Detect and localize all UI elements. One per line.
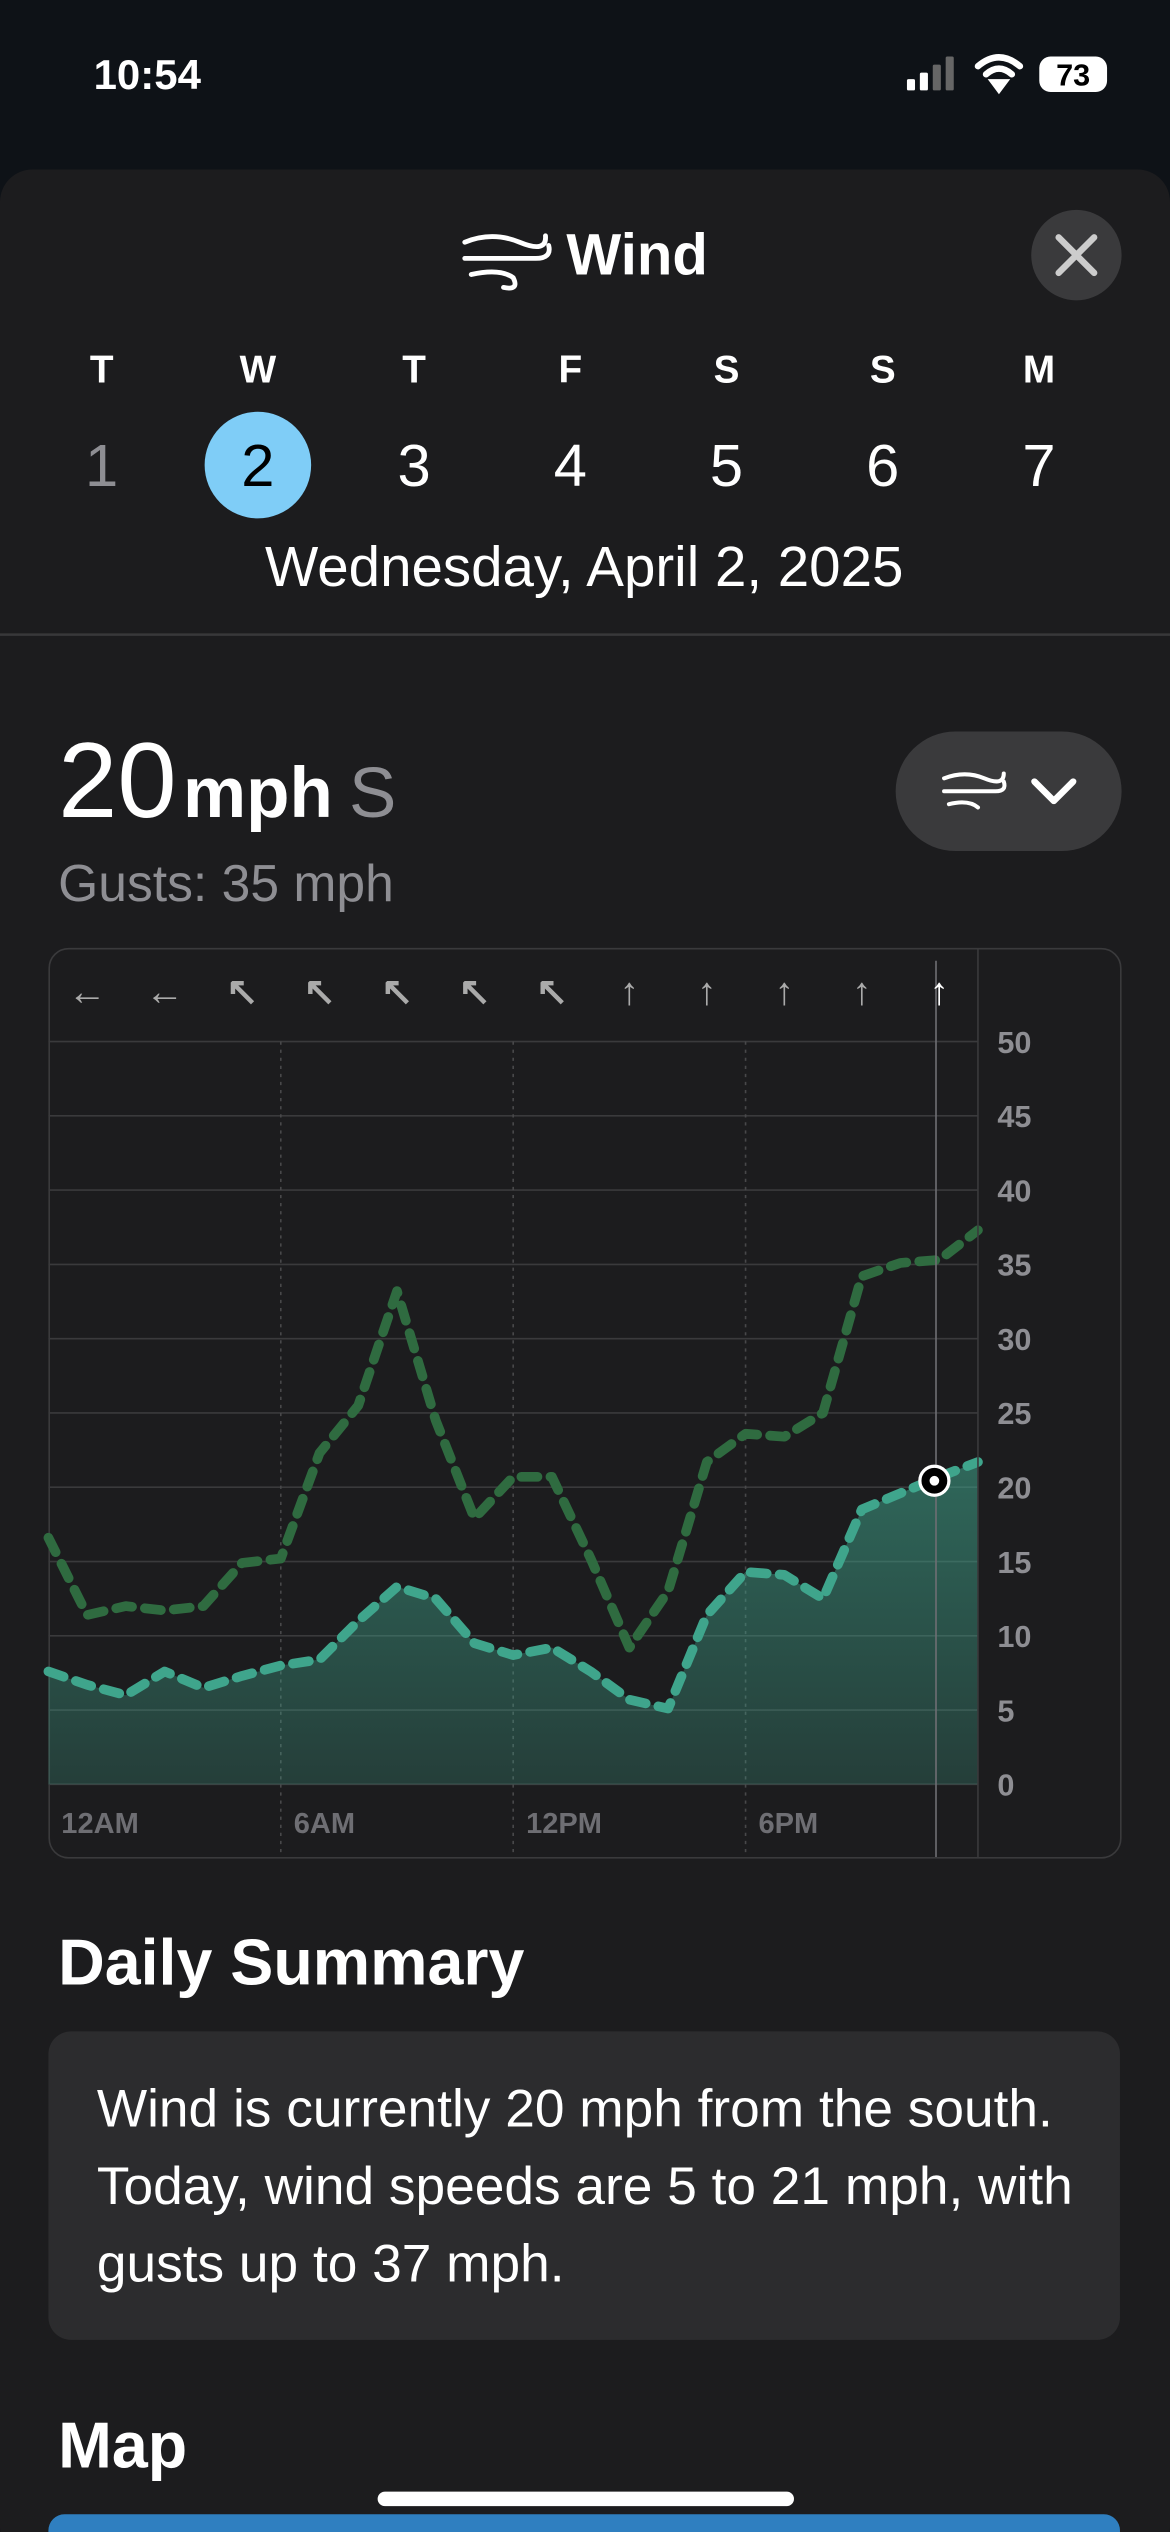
chart: 0 5 10 15 20 25 30 35 40 45 50 12AM 6AM 12PM 6PM (43, 1026, 1031, 1858)
svg-text:←: ← (145, 970, 184, 1013)
x-tick-label: 12PM (526, 1808, 602, 1840)
summary-title: Daily Summary (58, 1927, 524, 1999)
day-letter: M (1023, 349, 1055, 392)
current-wind: 20 mph S (58, 721, 396, 840)
map-preview[interactable] (48, 2514, 1120, 2532)
title: Wind (566, 222, 707, 287)
summary-card (48, 2031, 1120, 2340)
wind-icon (462, 233, 552, 291)
y-tick-label: 25 (997, 1397, 1031, 1431)
day-letter: S (870, 349, 896, 392)
y-tick-label: 45 (997, 1100, 1031, 1134)
unit: mph (183, 754, 333, 833)
day-letter: W (240, 349, 277, 392)
y-tick-label: 0 (997, 1769, 1014, 1803)
now-marker-dot (929, 1475, 940, 1486)
day-number: 5 (710, 432, 743, 499)
status-time: 10:54 (94, 51, 202, 98)
day-letter: T (402, 349, 426, 392)
day-picker: T 1 W 2 T 3 F 4 S 5 S 6 M 7 (85, 349, 1056, 519)
y-tick-label: 30 (997, 1323, 1031, 1357)
svg-text:↖: ↖ (458, 970, 490, 1013)
view-menu[interactable] (895, 731, 1122, 851)
day-number: 2 (241, 432, 274, 499)
x-tick-label: 6AM (294, 1808, 355, 1840)
svg-text:↖: ↖ (536, 970, 568, 1013)
direction-arrows: ← ← ↖ ↖ ↖ ↖ ↖ ↑ ↑ ↑ ↑ ↑ (68, 970, 949, 1013)
svg-text:↖: ↖ (303, 970, 335, 1013)
wifi (974, 54, 1024, 95)
summary-text: Wind is currently 20 mph from the south.… (96, 2078, 1073, 2294)
battery-level: 73 (1056, 59, 1090, 93)
speed: 20 (58, 721, 176, 840)
svg-text:↖: ↖ (381, 970, 413, 1013)
day-number: 3 (397, 432, 430, 499)
y-tick-label: 40 (997, 1174, 1031, 1208)
day-letter: F (558, 349, 582, 392)
selected-day[interactable] (204, 411, 312, 519)
battery (1039, 56, 1108, 93)
y-tick-label: 35 (997, 1249, 1031, 1283)
direction: S (349, 754, 396, 833)
gusts: Gusts: 35 mph (58, 854, 394, 912)
summary-box: Wind is currently 20 mph from the south.… (96, 2078, 1073, 2294)
area (48, 1461, 978, 1785)
svg-text:↑: ↑ (852, 970, 871, 1013)
y-tick-label: 20 (997, 1472, 1031, 1506)
day-number: 4 (554, 432, 587, 499)
gust-line (43, 1225, 983, 1653)
home-indicator (377, 2491, 794, 2507)
y-tick-label: 15 (997, 1546, 1031, 1580)
map-title: Map (58, 2409, 187, 2481)
day-letter: T (90, 349, 114, 392)
speed-line (43, 1457, 983, 1714)
y-tick-label: 5 (997, 1694, 1014, 1728)
svg-text:←: ← (68, 970, 107, 1013)
svg-text:↑: ↑ (620, 970, 639, 1013)
day-number: 1 (85, 432, 118, 499)
day-letter: S (714, 349, 740, 392)
chevron (1031, 778, 1077, 805)
signal (906, 56, 954, 91)
x-tick-label: 12AM (61, 1808, 138, 1840)
menu-icon (942, 771, 1007, 810)
close-icon (1055, 234, 1098, 277)
y-tick-label: 50 (997, 1026, 1031, 1060)
x-tick-label: 6PM (758, 1808, 818, 1840)
svg-text:↑: ↑ (775, 970, 794, 1013)
day-number: 7 (1022, 432, 1055, 499)
day-number: 6 (866, 432, 899, 499)
svg-text:↑: ↑ (930, 970, 949, 1013)
svg-text:↖: ↖ (226, 970, 258, 1013)
y-tick-label: 10 (997, 1620, 1031, 1654)
svg-text:↑: ↑ (697, 970, 716, 1013)
selected-date: Wednesday, April 2, 2025 (265, 535, 903, 598)
